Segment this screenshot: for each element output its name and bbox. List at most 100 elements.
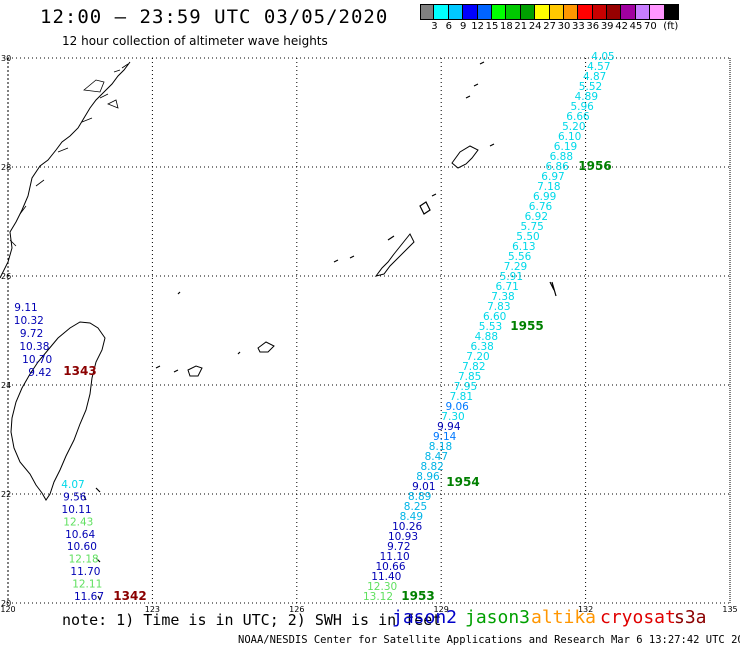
ishigaki-island <box>257 341 275 353</box>
pass-label: 1342 <box>113 589 146 603</box>
legend-label: (ft) <box>663 21 679 32</box>
legend-swatch <box>549 4 564 20</box>
wave-height-value: 6.71 <box>495 281 518 293</box>
wave-height-value: 9.72 <box>20 328 43 340</box>
wave-height-value: 8.89 <box>408 491 431 503</box>
wave-height-value: 13.12 <box>363 591 393 603</box>
longitude-tick: 135 <box>722 605 737 614</box>
legend-label: 21 <box>514 21 528 32</box>
wave-height-value: 8.96 <box>416 471 440 483</box>
wave-height-value: 6.38 <box>470 341 493 353</box>
coastlines <box>0 61 557 601</box>
latitude-tick: 28 <box>1 163 11 172</box>
pass-numbers: 1956 1955 1954 1953 1343 1342 <box>63 159 611 603</box>
legend-swatch <box>448 4 464 20</box>
legend-swatch <box>477 4 492 20</box>
wave-height-value: 5.20 <box>562 121 585 133</box>
legend-swatch <box>664 4 680 20</box>
legend-swatch <box>491 4 507 20</box>
wave-height-value: 10.32 <box>14 315 44 327</box>
satellite-altika: altika <box>531 607 597 628</box>
wave-height-value: 6.92 <box>525 211 548 223</box>
wave-height-value: 6.88 <box>550 151 573 163</box>
wave-height-value: 10.38 <box>19 341 49 353</box>
wave-height-value: 6.86 <box>545 161 569 173</box>
wave-height-value: 10.11 <box>62 504 92 516</box>
wave-height-value: 7.81 <box>450 391 473 403</box>
legend-label: 70 <box>644 21 657 32</box>
plot-frame <box>7 57 731 604</box>
legend-label: 33 <box>572 21 585 32</box>
legend-labels: 3 6 9 12 15 18 21 24 27 30 33 36 39 42 45 70 (ft) <box>420 20 679 32</box>
wave-height-value: 6.10 <box>558 131 581 143</box>
legend-label: 3 <box>431 21 438 32</box>
wave-height-value: 4.89 <box>575 91 598 103</box>
wave-height-value: 12.18 <box>69 554 99 566</box>
miyako-island <box>187 365 203 377</box>
wave-height-value: 6.66 <box>566 111 590 123</box>
wave-height-value: 4.07 <box>61 479 84 491</box>
wave-height-value: 8.25 <box>404 501 427 513</box>
wave-height-value: 4.88 <box>475 331 498 343</box>
lat-lon-grid <box>7 57 731 604</box>
wave-height-value: 6.76 <box>529 201 553 213</box>
legend-swatch <box>607 4 622 20</box>
wave-height-readings: 4.054.574.875.524.895.966.665.206.106.19… <box>14 51 615 603</box>
wave-height-value: 7.82 <box>462 361 485 373</box>
wave-height-value: 6.97 <box>541 171 564 183</box>
taiwan-coastline <box>10 321 106 501</box>
legend-swatches <box>420 4 680 20</box>
wave-height-value: 7.83 <box>487 301 510 313</box>
wave-height-value: 9.94 <box>437 421 461 433</box>
wave-height-value: 7.29 <box>504 261 527 273</box>
wave-height-value: 10.26 <box>392 521 422 533</box>
wave-height-value: 10.66 <box>375 561 405 573</box>
wave-height-value: 11.40 <box>371 571 401 583</box>
legend-swatch <box>506 4 521 20</box>
legend-label: 45 <box>629 21 643 32</box>
wave-height-value: 10.60 <box>67 541 97 553</box>
wave-height-value: 10.93 <box>388 531 418 543</box>
legend-label: 15 <box>485 21 499 32</box>
satellite-jason2: jason2 <box>392 607 458 628</box>
wave-height-value: 12.43 <box>63 516 93 528</box>
legend-swatch <box>635 4 651 20</box>
latitude-tick: 22 <box>1 490 11 499</box>
legend-swatch <box>592 4 608 20</box>
wave-height-value: 11.70 <box>70 566 100 578</box>
pass-label: 1955 <box>510 319 543 333</box>
wave-height-value: 8.49 <box>400 511 423 523</box>
wave-height-value: 5.56 <box>508 251 532 263</box>
pass-label: 1954 <box>446 475 479 489</box>
credit-line: NOAA/NESDIS Center for Satellite Applica… <box>238 634 740 646</box>
wave-height-value: 6.13 <box>512 241 535 253</box>
legend-swatch <box>420 4 435 20</box>
wave-height-value: 8.47 <box>425 451 448 463</box>
wave-height-value: 7.18 <box>537 181 560 193</box>
legend-label: 9 <box>460 21 467 32</box>
pass-label: 1343 <box>63 364 96 378</box>
legend-label: 18 <box>500 21 513 32</box>
satellite-s3a: s3a <box>674 607 707 628</box>
longitude-tick: 129 <box>434 605 449 614</box>
wave-height-value: 6.60 <box>483 311 506 323</box>
wave-height-value: 8.82 <box>420 461 443 473</box>
wave-height-value: 12.30 <box>367 581 397 593</box>
wave-height-value: 4.05 <box>591 51 614 63</box>
legend-label: 12 <box>471 21 484 32</box>
china-coastline <box>0 61 131 279</box>
wave-height-value: 9.14 <box>433 431 457 443</box>
wave-height-value: 10.70 <box>22 354 52 366</box>
wave-height-value: 7.85 <box>458 371 481 383</box>
wave-height-value: 5.91 <box>500 271 523 283</box>
wave-height-value: 4.57 <box>587 61 610 73</box>
wave-height-value: 4.87 <box>583 71 606 83</box>
wave-height-value: 9.06 <box>445 401 469 413</box>
latitude-tick: 24 <box>1 381 11 390</box>
map-title: 12:00 – 23:59 UTC 03/05/2020 <box>40 6 389 28</box>
amami-island <box>451 145 479 169</box>
wave-height-value: 7.20 <box>466 351 489 363</box>
wave-height-value: 8.18 <box>429 441 452 453</box>
wave-height-value: 7.38 <box>491 291 514 303</box>
